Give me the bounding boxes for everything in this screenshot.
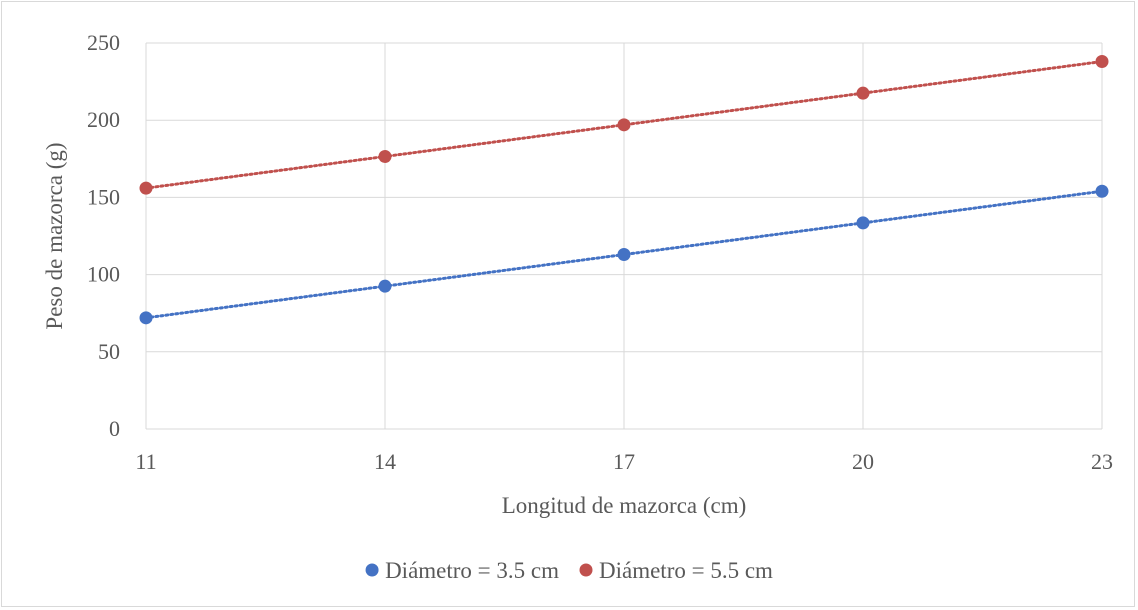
x-tick-label: 23 bbox=[1091, 449, 1113, 474]
y-tick-label: 50 bbox=[98, 339, 120, 364]
x-tick-label: 17 bbox=[613, 449, 635, 474]
data-point-series-2 bbox=[378, 149, 392, 163]
x-tick-label: 20 bbox=[852, 449, 874, 474]
legend-label: Diámetro = 3.5 cm bbox=[385, 558, 559, 583]
data-points bbox=[139, 55, 1109, 325]
x-axis-title: Longitud de mazorca (cm) bbox=[502, 493, 747, 518]
legend-item-2: Diámetro = 5.5 cm bbox=[579, 558, 773, 583]
y-tick-label: 0 bbox=[109, 416, 120, 441]
y-tick-label: 100 bbox=[87, 262, 120, 287]
x-tick-label: 14 bbox=[374, 449, 396, 474]
data-point-series-1 bbox=[617, 248, 631, 262]
y-tick-label: 150 bbox=[87, 184, 120, 209]
legend-marker bbox=[365, 563, 379, 577]
x-tick-labels: 11 14 17 20 23 bbox=[135, 449, 1113, 474]
data-point-series-2 bbox=[1095, 55, 1109, 69]
legend-label: Diámetro = 5.5 cm bbox=[599, 558, 773, 583]
legend: Diámetro = 3.5 cm Diámetro = 5.5 cm bbox=[365, 558, 773, 583]
data-point-series-1 bbox=[1095, 184, 1109, 198]
legend-item-1: Diámetro = 3.5 cm bbox=[365, 558, 559, 583]
y-axis-title: Peso de mazorca (g) bbox=[42, 142, 67, 329]
data-point-series-1 bbox=[378, 279, 392, 293]
y-tick-labels: 0 50 100 150 200 250 bbox=[87, 30, 120, 441]
data-point-series-1 bbox=[856, 216, 870, 230]
gridlines bbox=[145, 42, 1103, 430]
data-point-series-2 bbox=[139, 181, 153, 195]
data-point-series-2 bbox=[617, 118, 631, 132]
x-tick-label: 11 bbox=[135, 449, 156, 474]
data-point-series-2 bbox=[856, 86, 870, 100]
y-tick-label: 250 bbox=[87, 30, 120, 55]
y-tick-label: 200 bbox=[87, 107, 120, 132]
data-point-series-1 bbox=[139, 311, 153, 325]
legend-marker bbox=[579, 563, 593, 577]
